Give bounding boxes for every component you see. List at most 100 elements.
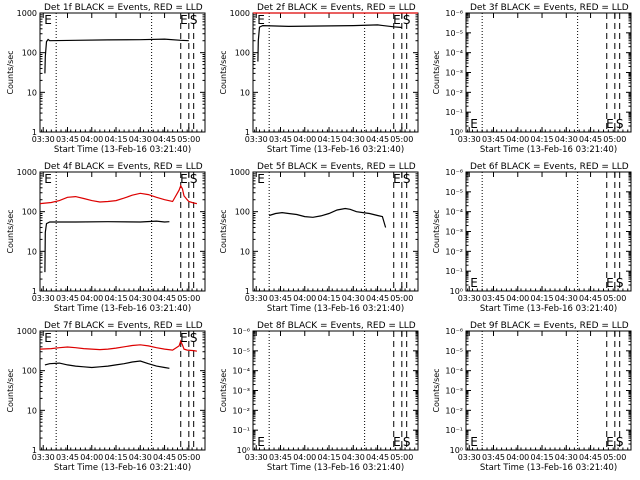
x-tick-label: 04:45: [579, 453, 602, 462]
y-tick-label: 1000: [17, 327, 37, 336]
y-tick-label: 100: [22, 208, 37, 217]
x-axis-label: Start Time (13-Feb-16 03:21:40): [480, 463, 617, 473]
y-tick-label: 100: [235, 49, 250, 58]
x-tick-label: 03:45: [56, 294, 79, 303]
marker-letter-e: E: [606, 435, 614, 449]
y-tick-label: 10⁻⁶: [445, 9, 463, 18]
x-tick-label: 04:00: [506, 294, 529, 303]
y-tick-label: 100: [22, 49, 37, 58]
x-tick-label: 04:00: [293, 453, 316, 462]
y-tick-label: 10⁻⁵: [445, 188, 463, 197]
x-tick-label: 03:45: [269, 294, 292, 303]
marker-letter-e: E: [180, 172, 188, 186]
y-tick-label: 10⁻⁴: [445, 208, 463, 217]
lld-line: [39, 339, 198, 352]
y-tick-label: 10⁰: [237, 446, 250, 455]
y-tick-label: 10⁻²: [445, 406, 463, 415]
y-tick-label: 100: [235, 208, 250, 217]
x-tick-label: 04:45: [579, 294, 602, 303]
x-tick-label: 04:00: [80, 135, 103, 144]
x-tick-label: 03:30: [32, 135, 55, 144]
y-axis-label: Counts/sec: [219, 209, 228, 253]
x-tick-label: 04:30: [129, 135, 152, 144]
y-tick-label: 10⁻⁴: [445, 49, 463, 58]
x-axis-label: Start Time (13-Feb-16 03:21:40): [480, 304, 617, 314]
y-tick-label: 1000: [230, 168, 250, 177]
marker-letter-e: E: [393, 172, 401, 186]
marker-letter-e: E: [393, 13, 401, 27]
y-tick-label: 10⁰: [450, 287, 463, 296]
events-line: [44, 220, 170, 273]
x-tick-label: 04:00: [80, 453, 103, 462]
x-tick-label: 04:15: [317, 135, 340, 144]
x-axis-label: Start Time (13-Feb-16 03:21:40): [480, 145, 617, 155]
x-tick-label: 04:45: [579, 135, 602, 144]
chart-panel-9: Det 9f BLACK = Events, RED = LLD 10⁰ 10⁻¹ 1…: [432, 321, 632, 473]
marker-letter-s: S: [190, 13, 198, 27]
y-tick-label: 10⁻²: [232, 406, 250, 415]
y-tick-label: 1: [32, 287, 37, 296]
y-axis-label: Counts/sec: [6, 368, 15, 412]
x-tick-label: 04:45: [366, 453, 389, 462]
x-tick-label: 05:00: [177, 135, 200, 144]
marker-letter-s: S: [190, 331, 198, 345]
x-tick-label: 05:00: [603, 294, 626, 303]
y-tick-label: 10⁻⁴: [445, 367, 463, 376]
y-axis-label: Counts/sec: [432, 209, 441, 253]
y-tick-label: 10⁻⁵: [445, 347, 463, 356]
y-tick-label: 1: [245, 128, 250, 137]
marker-letter-s: S: [403, 435, 411, 449]
y-tick-label: 1000: [230, 9, 250, 18]
y-tick-label: 1: [32, 446, 37, 455]
chart-title: Det 4f BLACK = Events, RED = LLD: [44, 162, 203, 172]
chart-panel-2: Det 2f BLACK = Events, RED = LLD 1 10 100 10…: [219, 3, 419, 155]
x-tick-label: 04:15: [104, 294, 127, 303]
y-axis-label: Counts/sec: [432, 50, 441, 94]
x-tick-label: 03:45: [482, 453, 505, 462]
chart-title: Det 1f BLACK = Events, RED = LLD: [44, 3, 203, 13]
y-tick-label: 10⁰: [450, 128, 463, 137]
marker-letter-s: S: [190, 172, 198, 186]
x-axis-label: Start Time (13-Feb-16 03:21:40): [267, 145, 404, 155]
marker-letter-e: E: [470, 117, 478, 131]
y-tick-label: 1: [32, 128, 37, 137]
plot-frame: [252, 171, 419, 292]
x-tick-label: 03:45: [482, 135, 505, 144]
x-axis-label: Start Time (13-Feb-16 03:21:40): [54, 145, 191, 155]
x-tick-label: 03:30: [245, 294, 268, 303]
plot-frame: [39, 171, 206, 292]
y-tick-label: 10⁻³: [232, 387, 250, 396]
y-tick-label: 10⁻¹: [445, 108, 463, 117]
x-tick-label: 04:30: [555, 453, 578, 462]
chart-title: Det 2f BLACK = Events, RED = LLD: [257, 3, 416, 13]
y-tick-label: 10⁻⁵: [445, 29, 463, 38]
y-tick-label: 10⁻²: [445, 247, 463, 256]
x-tick-label: 04:45: [366, 135, 389, 144]
y-tick-label: 10⁻¹: [445, 267, 463, 276]
chart-title: Det 8f BLACK = Events, RED = LLD: [257, 321, 416, 331]
x-tick-label: 03:30: [32, 294, 55, 303]
marker-letter-s: S: [403, 13, 411, 27]
marker-letter-e: E: [44, 172, 52, 186]
marker-letter-s: S: [403, 172, 411, 186]
x-tick-label: 04:30: [342, 453, 365, 462]
x-tick-label: 04:45: [153, 294, 176, 303]
x-tick-label: 05:00: [177, 294, 200, 303]
x-tick-label: 05:00: [390, 135, 413, 144]
y-tick-label: 10: [27, 247, 37, 256]
y-tick-label: 10: [240, 88, 250, 97]
marker-letter-s: S: [616, 276, 624, 290]
x-tick-label: 04:00: [293, 294, 316, 303]
y-tick-label: 10⁰: [450, 446, 463, 455]
x-tick-label: 03:45: [269, 453, 292, 462]
lld-line: [39, 184, 198, 205]
y-tick-label: 10⁻¹: [445, 426, 463, 435]
x-tick-label: 04:15: [530, 135, 553, 144]
marker-letter-e: E: [257, 435, 265, 449]
marker-letter-e: E: [393, 435, 401, 449]
y-tick-label: 100: [22, 367, 37, 376]
chart-title: Det 9f BLACK = Events, RED = LLD: [470, 321, 629, 331]
marker-letter-e: E: [470, 435, 478, 449]
y-tick-label: 10⁻⁴: [232, 367, 250, 376]
x-tick-label: 05:00: [603, 135, 626, 144]
